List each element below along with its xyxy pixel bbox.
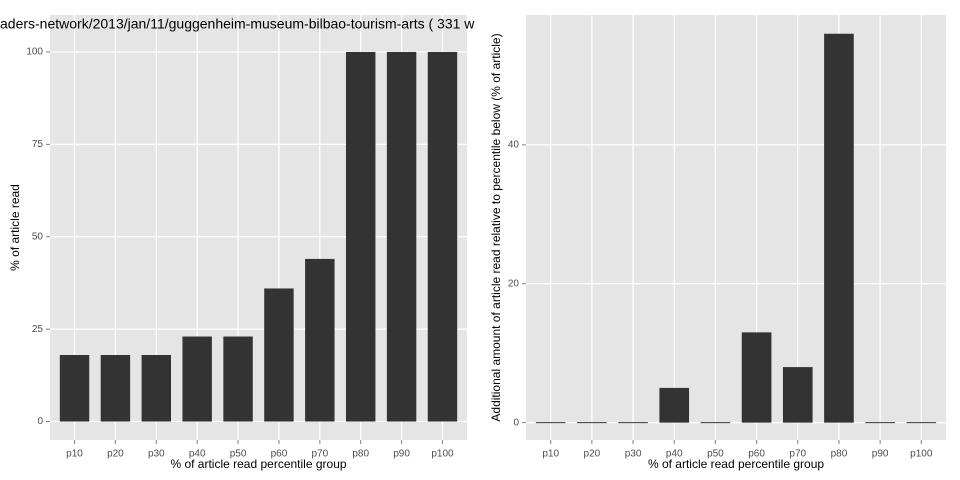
x-tick-label: p70 — [311, 449, 328, 460]
y-tick-label: 25 — [32, 324, 44, 335]
bar — [906, 422, 937, 424]
x-tick-label: p100 — [431, 449, 454, 460]
bar — [141, 355, 172, 422]
bar — [535, 422, 566, 424]
x-axis-title: % of article read percentile group — [648, 457, 824, 471]
x-tick-label: p100 — [910, 449, 933, 460]
bar — [345, 51, 376, 422]
bar — [100, 355, 131, 422]
x-tick-label: p40 — [666, 449, 683, 460]
x-tick-label: p40 — [189, 449, 206, 460]
x-tick-label: p50 — [230, 449, 247, 460]
x-tick-label: p10 — [542, 449, 559, 460]
y-tick-label: 0 — [513, 417, 519, 428]
bar — [824, 33, 854, 423]
x-tick-label: p10 — [66, 449, 83, 460]
y-tick-label: 20 — [508, 278, 520, 289]
x-tick-label: p80 — [352, 449, 369, 460]
x-tick-label: p20 — [107, 449, 124, 460]
x-tick-label: p80 — [831, 449, 848, 460]
x-tick-label: p60 — [271, 449, 288, 460]
x-tick-label: p30 — [625, 449, 642, 460]
bar — [59, 355, 90, 422]
y-tick-label: 75 — [32, 139, 44, 150]
bar — [427, 51, 458, 422]
bar — [305, 258, 335, 422]
bar — [782, 367, 813, 423]
bar — [386, 51, 417, 422]
y-axis-title: Additional amount of article read relati… — [489, 33, 503, 421]
y-tick-label: 50 — [32, 231, 44, 242]
bar — [182, 336, 212, 422]
x-tick-label: p70 — [789, 449, 806, 460]
bar — [223, 336, 253, 422]
x-tick-label: p90 — [872, 449, 889, 460]
x-tick-label: p20 — [584, 449, 601, 460]
x-axis-title: % of article read percentile group — [170, 457, 346, 471]
bar — [700, 422, 731, 424]
bar — [659, 387, 690, 423]
y-axis-title: % of article read — [8, 184, 22, 271]
x-tick-label: p60 — [748, 449, 765, 460]
y-tick-label: 40 — [508, 140, 520, 151]
x-tick-label: p30 — [148, 449, 165, 460]
x-tick-label: p50 — [707, 449, 724, 460]
y-tick-label: 0 — [37, 416, 43, 427]
bar — [618, 422, 648, 424]
bar — [865, 422, 895, 424]
y-tick-label: 100 — [26, 47, 43, 58]
bar — [264, 288, 294, 422]
plot-background — [526, 15, 946, 440]
bar — [741, 332, 772, 423]
x-tick-label: p90 — [393, 449, 410, 460]
chart-title: aders-network/2013/jan/11/guggenheim-mus… — [0, 16, 475, 32]
bar — [577, 422, 607, 424]
